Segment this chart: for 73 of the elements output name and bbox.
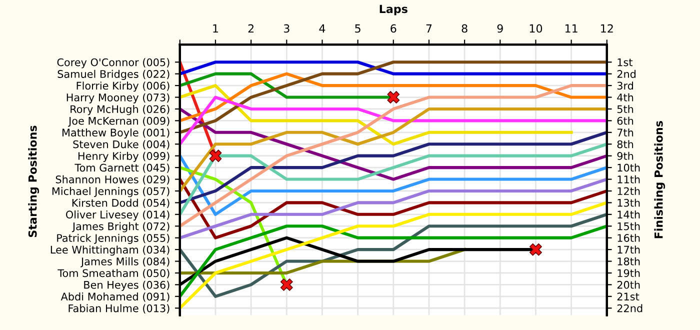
y2-tick-label: 17th xyxy=(618,246,640,254)
y2-tick-label: 15th xyxy=(618,222,640,230)
y2-tick-label: 12th xyxy=(618,187,640,195)
line-series xyxy=(180,72,607,122)
y2-tick-label: 14th xyxy=(618,210,640,218)
category-label: Steven Duke (004) xyxy=(73,140,170,150)
x-tick-label: 8 xyxy=(462,24,468,33)
category-label: Shannon Howes (029) xyxy=(56,175,170,185)
y2-tick-label: 20th xyxy=(617,280,640,289)
x-tick-label: 3 xyxy=(284,24,290,33)
y2-tick-label: 21st xyxy=(617,292,640,301)
category-label: James Mills (084) xyxy=(80,257,170,268)
line-series xyxy=(180,142,607,216)
x-tick-label: 2 xyxy=(248,24,254,33)
category-label: Abdi Mohamed (091) xyxy=(60,292,170,302)
category-label: Harry Mooney (073) xyxy=(66,93,170,104)
text: Starting Positions xyxy=(28,126,40,238)
x-tick-label: 11 xyxy=(565,24,578,33)
category-label: Joe McKernan (009) xyxy=(68,116,170,127)
line-series xyxy=(180,154,607,216)
category-label: Patrick Jennings (055) xyxy=(57,234,170,244)
category-label: Oliver Livesey (014) xyxy=(66,210,170,221)
category-label: Lee Whittingham (034) xyxy=(50,246,170,256)
line-series xyxy=(180,201,607,310)
line-series xyxy=(180,178,607,240)
y2-tick-label: 1st xyxy=(618,58,633,66)
point xyxy=(209,150,222,162)
category-label: Fabian Hulme (013) xyxy=(68,304,170,314)
y2-tick-label: 6th xyxy=(617,116,634,125)
point xyxy=(387,91,400,104)
y2-tick-label: 2nd xyxy=(617,70,636,78)
y2-tick-label: 19th xyxy=(618,269,640,278)
category-label: Rory McHugh (026) xyxy=(70,105,170,116)
x-tick-label: 9 xyxy=(497,24,503,33)
y2-tick-label: 10th xyxy=(618,164,640,172)
category-label: Tom Garnett (045) xyxy=(74,164,170,173)
x-tick-label: 1 xyxy=(213,24,218,33)
y2-tick-label: 18th xyxy=(618,257,640,266)
line-series xyxy=(180,84,573,146)
x-tick-label: 10 xyxy=(530,24,542,33)
x-tick-label: 6 xyxy=(390,24,396,33)
x-tick-label: 7 xyxy=(426,24,432,33)
point xyxy=(280,278,293,291)
x-tick-label: 4 xyxy=(319,24,326,33)
x-tick-label: 5 xyxy=(355,24,360,33)
category-label: Ben Heyes (036) xyxy=(84,280,170,291)
point xyxy=(530,243,542,256)
y2-tick-label: 13th xyxy=(618,198,640,207)
category-label: Corey O'Connor (005) xyxy=(57,58,170,68)
y2-tick-label: 5th xyxy=(617,105,634,114)
y2-tick-label: 4th xyxy=(617,93,634,102)
y2-axis-title: Finishing Positions xyxy=(654,121,666,238)
y2-tick-label: 22nd xyxy=(617,304,642,312)
line-series xyxy=(180,60,607,134)
x-axis-title: Laps xyxy=(380,4,408,16)
y2-tick-label: 11th xyxy=(618,175,640,184)
y2-tick-label: 16th xyxy=(618,234,640,242)
line-series xyxy=(180,84,607,228)
category-label: Kirsten Dodd (054) xyxy=(72,198,170,208)
line-series xyxy=(180,130,607,204)
y2-tick-label: 3rd xyxy=(617,82,634,90)
category-label: Henry Kirby (099) xyxy=(78,152,170,162)
y2-tick-label: 9th xyxy=(617,152,634,160)
category-label: Michael Jennings (057) xyxy=(52,187,170,198)
category-label: Samuel Bridges (022) xyxy=(58,70,170,80)
category-label: Tom Smeatham (050) xyxy=(58,269,170,278)
y2-tick-label: 8th xyxy=(617,140,634,148)
line-series xyxy=(180,96,607,146)
category-label: James Bright (072) xyxy=(72,222,170,232)
category-label: Matthew Boyle (001) xyxy=(62,128,170,139)
x-tick-label: 12 xyxy=(601,24,613,33)
category-label: Florrie Kirby (006) xyxy=(76,82,170,92)
y2-tick-label: 7th xyxy=(617,128,634,136)
